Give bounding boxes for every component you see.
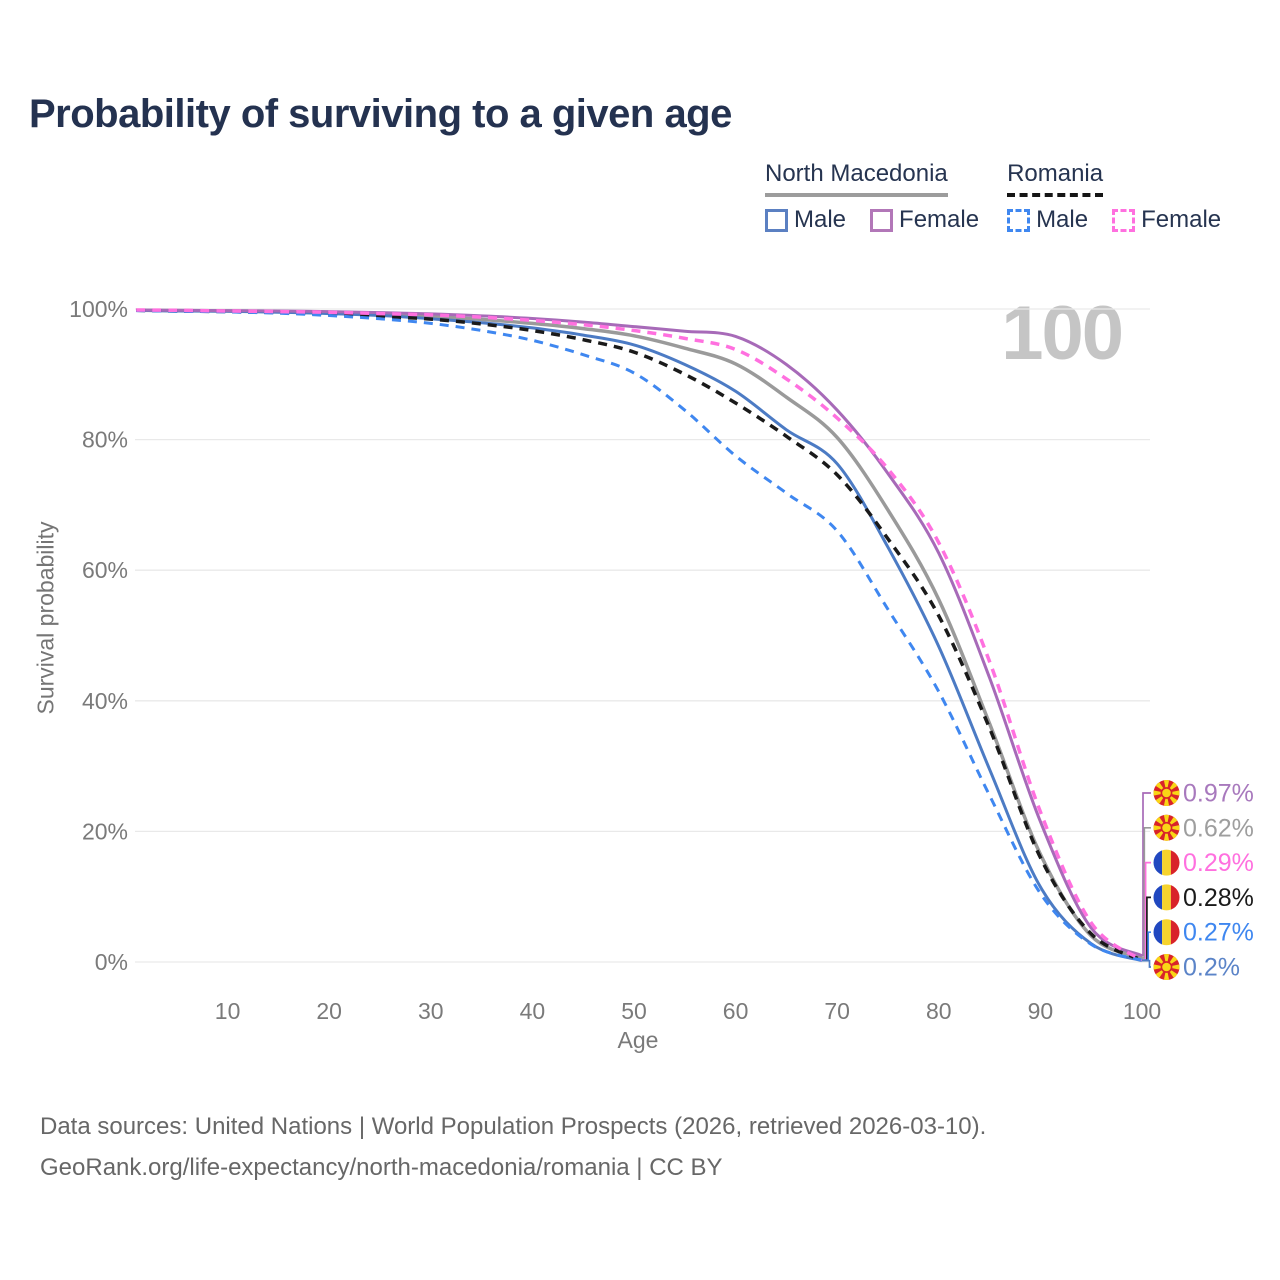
x-tick-label: 60 <box>723 998 749 1024</box>
x-tick-label: 70 <box>824 998 850 1024</box>
legend-swatch-icon <box>1007 208 1031 232</box>
y-tick-label: 40% <box>82 688 128 714</box>
legend-group-label: Romania <box>1007 160 1104 197</box>
leader-line <box>1142 792 1151 957</box>
legend-swatch-icon <box>870 208 894 232</box>
end-label-row: 0.62% <box>1153 814 1254 842</box>
footer-sources: Data sources: United Nations | World Pop… <box>40 1113 987 1140</box>
end-label-value: 0.97% <box>1183 780 1254 808</box>
legend-item-label: Male <box>794 206 847 233</box>
end-label-row: 0.29% <box>1153 849 1254 877</box>
x-tick-label: 100 <box>1123 998 1161 1024</box>
line-ro-male <box>136 309 1143 962</box>
flag-romania-icon <box>1153 919 1180 946</box>
gridlines <box>135 308 1150 963</box>
flag-north-macedonia-icon <box>1153 780 1180 806</box>
leader-line <box>1142 959 1151 968</box>
end-label-value: 0.27% <box>1183 919 1254 947</box>
end-label-value: 0.2% <box>1183 954 1240 982</box>
footer: Data sources: United Nations | World Pop… <box>40 1106 986 1188</box>
legend-group-north-macedonia: North Macedonia Male Female <box>765 160 979 234</box>
legend-swatch-icon <box>765 208 788 232</box>
leader-line <box>1142 826 1151 959</box>
x-tick-label: 30 <box>418 998 444 1024</box>
x-tick-label: 90 <box>1028 998 1054 1024</box>
end-label-row: 0.2% <box>1153 954 1240 982</box>
flag-north-macedonia-icon <box>1153 954 1180 980</box>
x-tick-label: 80 <box>926 998 952 1024</box>
flag-romania-icon <box>1153 849 1180 876</box>
y-tick-label: 60% <box>82 557 128 583</box>
legend-swatch-icon <box>1112 208 1136 232</box>
flag-romania-icon <box>1153 884 1180 911</box>
legend-item-male[interactable]: Male <box>765 206 846 234</box>
legend-group-label: North Macedonia <box>765 160 948 197</box>
age-watermark: 100 <box>1001 291 1124 376</box>
end-label-value: 0.28% <box>1183 884 1254 912</box>
axis-ticks: 0% 20% 40% 60% 80% 100% 10 20 30 40 50 60 70 80 90 100 <box>69 296 1161 1024</box>
line-nm-total <box>136 308 1143 960</box>
legend-item-label: Female <box>1141 206 1222 233</box>
end-label-value: 0.29% <box>1183 849 1254 877</box>
legend-item-female[interactable]: Female <box>1112 206 1221 234</box>
chart-legend: North Macedonia Male Female Romania Male Fema… <box>765 160 1221 234</box>
line-nm-male <box>136 308 1143 963</box>
legend-group-romania: Romania Male Female <box>1007 160 1221 234</box>
legend-item-female[interactable]: Female <box>870 206 979 234</box>
x-tick-label: 40 <box>520 998 546 1024</box>
page-title: Probability of surviving to a given age <box>29 92 732 136</box>
x-tick-label: 10 <box>215 998 241 1024</box>
flag-north-macedonia-icon <box>1153 814 1180 841</box>
end-label-row: 0.27% <box>1153 919 1254 947</box>
y-tick-label: 100% <box>69 296 128 322</box>
legend-item-male[interactable]: Male <box>1007 206 1088 234</box>
survival-curves <box>136 308 1144 963</box>
legend-item-label: Female <box>899 206 980 233</box>
line-ro-total <box>136 308 1143 962</box>
y-tick-label: 80% <box>82 427 128 453</box>
end-label-row: 0.97% <box>1153 780 1254 808</box>
end-labels: 0.97% 0.62% 0.29% 0.28% 0.27% 0.2% <box>1142 780 1254 982</box>
end-label-value: 0.62% <box>1183 814 1254 842</box>
y-tick-label: 0% <box>95 949 128 975</box>
x-tick-label: 50 <box>621 998 647 1024</box>
line-nm-female <box>136 308 1143 958</box>
line-ro-female <box>136 308 1144 962</box>
y-tick-label: 20% <box>82 818 128 844</box>
x-axis-title: Age <box>618 1027 659 1053</box>
end-label-row: 0.28% <box>1153 884 1254 912</box>
x-tick-label: 20 <box>316 998 342 1024</box>
legend-item-label: Male <box>1036 206 1089 233</box>
footer-url: GeoRank.org/life-expectancy/north-macedo… <box>40 1154 723 1181</box>
